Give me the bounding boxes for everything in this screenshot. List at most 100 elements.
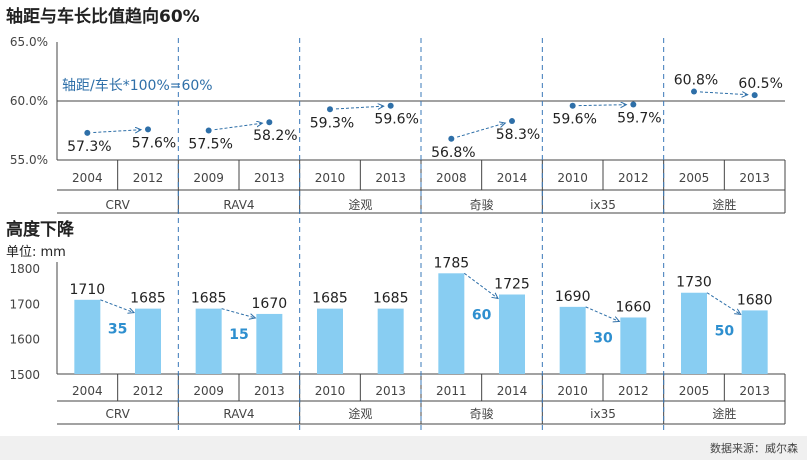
- data-point: [509, 118, 515, 125]
- height-drop-label: 15: [229, 327, 248, 343]
- drop-arrow: [464, 272, 498, 298]
- bar-value-label: 1730: [676, 275, 712, 291]
- data-label: 59.3%: [310, 115, 354, 131]
- top-chart-title: 轴距与车长比值趋向60%: [6, 6, 200, 27]
- bottom-group-label: 奇骏: [470, 407, 494, 421]
- data-point: [448, 135, 455, 142]
- bottom-year-label: 2012: [618, 384, 649, 398]
- unit-label: 单位: mm: [6, 245, 66, 260]
- height-bar: [438, 273, 465, 374]
- data-point: [387, 102, 394, 109]
- bottom-year-label: 2013: [739, 384, 770, 398]
- bar-value-label: 1680: [737, 292, 773, 308]
- bottom-year-label: 2013: [254, 384, 285, 398]
- bar-value-label: 1685: [373, 291, 409, 307]
- bottom-year-label: 2010: [557, 384, 588, 398]
- top-year-label: 2013: [254, 171, 285, 185]
- data-label: 58.3%: [496, 127, 540, 143]
- bar-value-label: 1785: [434, 255, 470, 271]
- height-drop-label: 35: [108, 322, 127, 338]
- trend-arrow: [578, 105, 627, 106]
- height-drop-label: 30: [593, 330, 613, 346]
- data-label: 57.5%: [188, 137, 232, 153]
- data-label: 56.8%: [431, 145, 475, 161]
- drop-arrow: [706, 292, 741, 315]
- bottom-year-label: 2009: [193, 384, 224, 398]
- height-bar: [499, 294, 525, 374]
- bar-value-label: 1710: [70, 282, 106, 298]
- bottom-y-tick-label: 1700: [9, 297, 40, 311]
- bar-value-label: 1690: [555, 289, 591, 305]
- bar-value-label: 1660: [616, 299, 652, 315]
- data-point: [145, 126, 151, 133]
- bottom-y-tick-label: 1800: [9, 262, 40, 276]
- height-bar: [741, 310, 768, 374]
- bottom-year-label: 2013: [375, 384, 406, 398]
- data-label: 59.6%: [552, 112, 596, 128]
- top-y-tick-label: 65.0%: [10, 35, 48, 49]
- height-bar: [559, 306, 586, 374]
- bar-value-label: 1670: [252, 296, 288, 312]
- drop-arrow: [585, 306, 620, 322]
- trend-arrow: [93, 130, 141, 133]
- bottom-year-label: 2014: [497, 384, 528, 398]
- bottom-y-tick-label: 1600: [9, 333, 40, 347]
- top-year-label: 2009: [193, 171, 224, 185]
- top-year-label: 2004: [72, 171, 103, 185]
- bottom-year-label: 2004: [72, 384, 103, 398]
- height-bar: [620, 317, 647, 374]
- top-year-label: 2012: [133, 171, 164, 185]
- height-bar: [135, 308, 161, 374]
- bottom-group-label: 途观: [348, 406, 372, 421]
- top-group-label: CRV: [106, 198, 131, 212]
- top-y-tick-label: 55.0%: [10, 153, 48, 167]
- data-label: 59.6%: [374, 112, 418, 128]
- bar-value-label: 1725: [494, 277, 530, 293]
- data-point: [84, 129, 91, 136]
- top-year-label: 2013: [739, 171, 770, 185]
- data-label: 57.3%: [67, 139, 111, 155]
- bar-value-label: 1685: [130, 291, 166, 307]
- bottom-group-label: RAV4: [223, 407, 254, 421]
- height-bar: [317, 308, 343, 374]
- data-label: 60.5%: [738, 76, 782, 92]
- data-point: [327, 106, 333, 113]
- height-bar: [256, 313, 283, 374]
- top-year-label: 2010: [557, 171, 588, 185]
- top-y-tick-label: 60.0%: [10, 94, 48, 108]
- trend-arrow: [335, 106, 384, 109]
- trend-arrow: [214, 123, 263, 131]
- top-group-label: 途胜: [712, 197, 736, 212]
- data-label: 60.8%: [674, 73, 718, 89]
- top-group-label: 奇骏: [470, 198, 494, 212]
- bar-value-label: 1685: [191, 291, 227, 307]
- height-bar: [195, 308, 222, 374]
- data-label: 58.2%: [253, 128, 297, 144]
- data-point: [691, 88, 697, 95]
- bar-value-label: 1685: [312, 291, 348, 307]
- footer-band: [0, 436, 807, 460]
- top-year-label: 2012: [618, 171, 649, 185]
- trend-arrow: [456, 123, 505, 138]
- bottom-year-label: 2011: [436, 384, 467, 398]
- top-group-label: RAV4: [223, 198, 254, 212]
- bottom-year-label: 2010: [315, 384, 346, 398]
- data-label: 59.7%: [617, 111, 661, 127]
- bottom-chart-title: 高度下降: [6, 219, 75, 240]
- data-label: 57.6%: [132, 135, 176, 151]
- data-point: [569, 102, 576, 109]
- top-year-label: 2013: [375, 171, 406, 185]
- height-drop-label: 50: [715, 323, 735, 339]
- drop-arrow: [100, 299, 134, 313]
- top-group-label: 途观: [348, 197, 372, 212]
- data-point: [205, 127, 212, 134]
- bottom-y-tick-label: 1500: [9, 368, 40, 382]
- source-note: 数据来源：威尔森: [710, 441, 798, 455]
- top-year-label: 2010: [315, 171, 346, 185]
- bottom-year-label: 2005: [679, 384, 710, 398]
- trend-arrow: [699, 92, 748, 95]
- reference-line-label: 轴距/车长*100%=60%: [62, 77, 213, 94]
- drop-arrow: [221, 308, 256, 318]
- height-bar: [74, 299, 101, 374]
